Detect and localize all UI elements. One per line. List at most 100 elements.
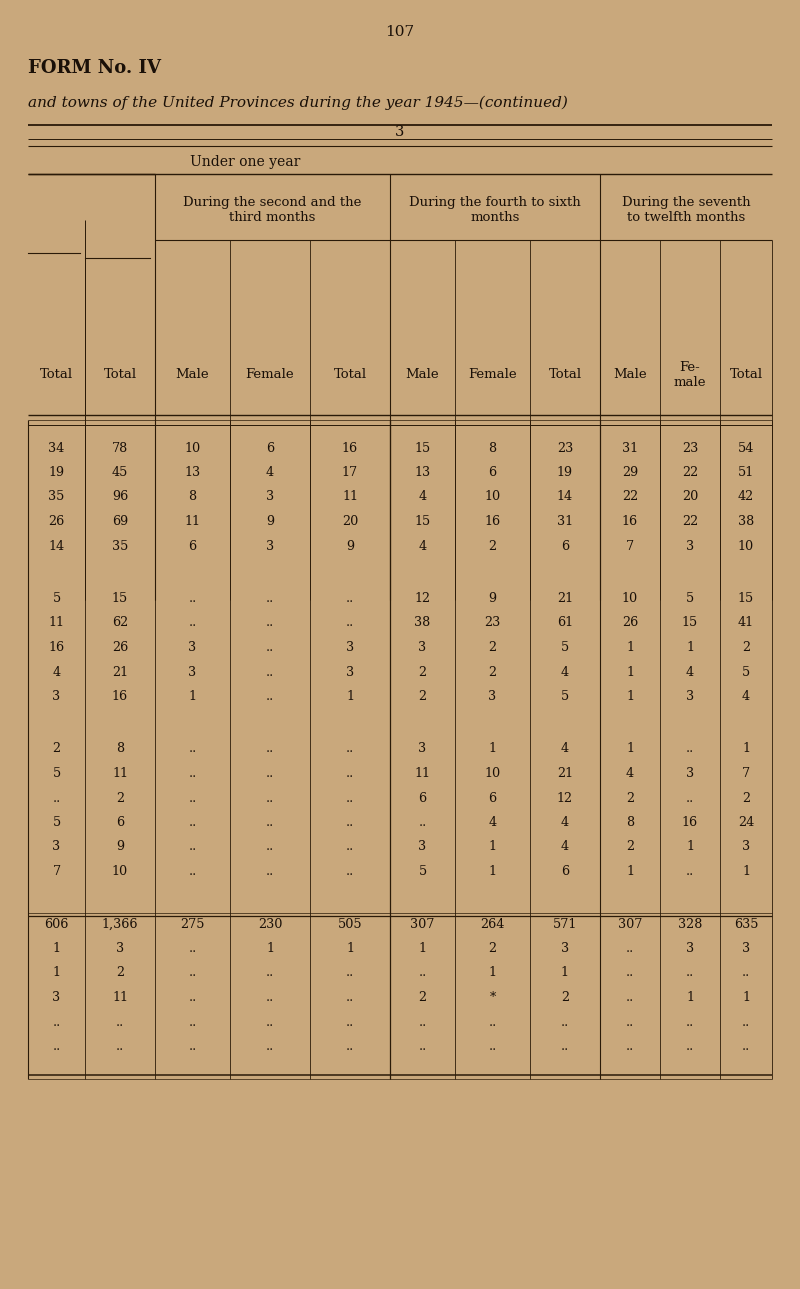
Text: ..: ..: [266, 865, 274, 878]
Text: 1: 1: [626, 690, 634, 703]
Text: ..: ..: [116, 1040, 124, 1053]
Text: 22: 22: [682, 467, 698, 480]
Text: 4: 4: [626, 767, 634, 780]
Text: 3: 3: [53, 690, 61, 703]
Text: Fe-
male: Fe- male: [674, 361, 706, 389]
Text: 3: 3: [53, 991, 61, 1004]
Text: ..: ..: [266, 665, 274, 678]
Text: 15: 15: [682, 616, 698, 629]
Text: 38: 38: [414, 616, 430, 629]
Text: 14: 14: [49, 540, 65, 553]
Text: 10: 10: [485, 767, 501, 780]
Text: 23: 23: [682, 442, 698, 455]
Text: 4: 4: [489, 816, 497, 829]
Text: ..: ..: [346, 1040, 354, 1053]
Text: 21: 21: [557, 767, 573, 780]
Text: ..: ..: [418, 967, 426, 980]
Text: ..: ..: [266, 1016, 274, 1029]
Text: 10: 10: [185, 442, 201, 455]
Text: 6: 6: [561, 540, 569, 553]
Text: 7: 7: [626, 540, 634, 553]
Text: 16: 16: [342, 442, 358, 455]
Text: 1,366: 1,366: [102, 918, 138, 931]
Text: 7: 7: [742, 767, 750, 780]
Text: 3: 3: [489, 690, 497, 703]
Text: ..: ..: [346, 616, 354, 629]
Text: 7: 7: [53, 865, 61, 878]
Text: 3: 3: [418, 742, 426, 755]
Text: 12: 12: [557, 791, 573, 804]
Text: and towns of the United Provinces during the year 1945—(continued): and towns of the United Provinces during…: [28, 95, 568, 110]
Text: 1: 1: [346, 942, 354, 955]
Text: 13: 13: [185, 467, 201, 480]
Text: ..: ..: [626, 991, 634, 1004]
Text: ..: ..: [418, 816, 426, 829]
Text: ..: ..: [188, 942, 197, 955]
Text: ..: ..: [346, 991, 354, 1004]
Text: 3: 3: [346, 665, 354, 678]
Text: 4: 4: [561, 742, 569, 755]
Text: ..: ..: [188, 742, 197, 755]
Text: 6: 6: [561, 865, 569, 878]
Text: 2: 2: [116, 967, 124, 980]
Text: 230: 230: [258, 918, 282, 931]
Text: 3: 3: [189, 641, 197, 654]
Text: ..: ..: [266, 742, 274, 755]
Text: ..: ..: [188, 991, 197, 1004]
Text: ..: ..: [266, 690, 274, 703]
Text: 635: 635: [734, 918, 758, 931]
Text: ..: ..: [266, 967, 274, 980]
Text: 2: 2: [742, 641, 750, 654]
Text: 1: 1: [53, 967, 61, 980]
Text: 1: 1: [489, 865, 497, 878]
Text: ..: ..: [266, 1040, 274, 1053]
Text: 29: 29: [622, 467, 638, 480]
Text: 1: 1: [189, 690, 197, 703]
Text: ..: ..: [188, 816, 197, 829]
Text: Male: Male: [176, 369, 210, 382]
Text: 1: 1: [489, 742, 497, 755]
Text: 2: 2: [53, 742, 61, 755]
Text: ..: ..: [742, 1016, 750, 1029]
Text: 34: 34: [48, 442, 65, 455]
Text: 15: 15: [414, 442, 430, 455]
Text: ..: ..: [561, 1040, 569, 1053]
Text: ..: ..: [686, 967, 694, 980]
Text: 11: 11: [414, 767, 430, 780]
Text: 3: 3: [116, 942, 124, 955]
Text: 22: 22: [622, 491, 638, 504]
Text: 10: 10: [622, 592, 638, 605]
Text: ..: ..: [266, 641, 274, 654]
Text: 16: 16: [49, 641, 65, 654]
Text: 6: 6: [489, 791, 497, 804]
Text: 1: 1: [626, 742, 634, 755]
Text: 3: 3: [266, 491, 274, 504]
Text: ..: ..: [52, 791, 61, 804]
Text: 3: 3: [418, 641, 426, 654]
Text: 35: 35: [48, 491, 65, 504]
Text: 6: 6: [418, 791, 426, 804]
Text: 3: 3: [686, 540, 694, 553]
Text: ..: ..: [346, 840, 354, 853]
Text: During the second and the
third months: During the second and the third months: [183, 196, 362, 224]
Text: ..: ..: [488, 1040, 497, 1053]
Text: 1: 1: [626, 641, 634, 654]
Text: ..: ..: [188, 767, 197, 780]
Text: 1: 1: [53, 942, 61, 955]
Text: 6: 6: [116, 816, 124, 829]
Text: ..: ..: [188, 791, 197, 804]
Text: ..: ..: [346, 1016, 354, 1029]
Text: 1: 1: [742, 742, 750, 755]
Text: ..: ..: [346, 967, 354, 980]
Text: 19: 19: [557, 467, 573, 480]
Text: 2: 2: [626, 791, 634, 804]
Text: Total: Total: [730, 369, 762, 382]
Text: ..: ..: [346, 791, 354, 804]
Text: 16: 16: [622, 516, 638, 528]
Text: ..: ..: [418, 1016, 426, 1029]
Text: 3: 3: [742, 942, 750, 955]
Text: FORM No. IV: FORM No. IV: [28, 59, 161, 77]
Text: 16: 16: [112, 690, 128, 703]
Text: ..: ..: [626, 1040, 634, 1053]
Text: 4: 4: [561, 665, 569, 678]
